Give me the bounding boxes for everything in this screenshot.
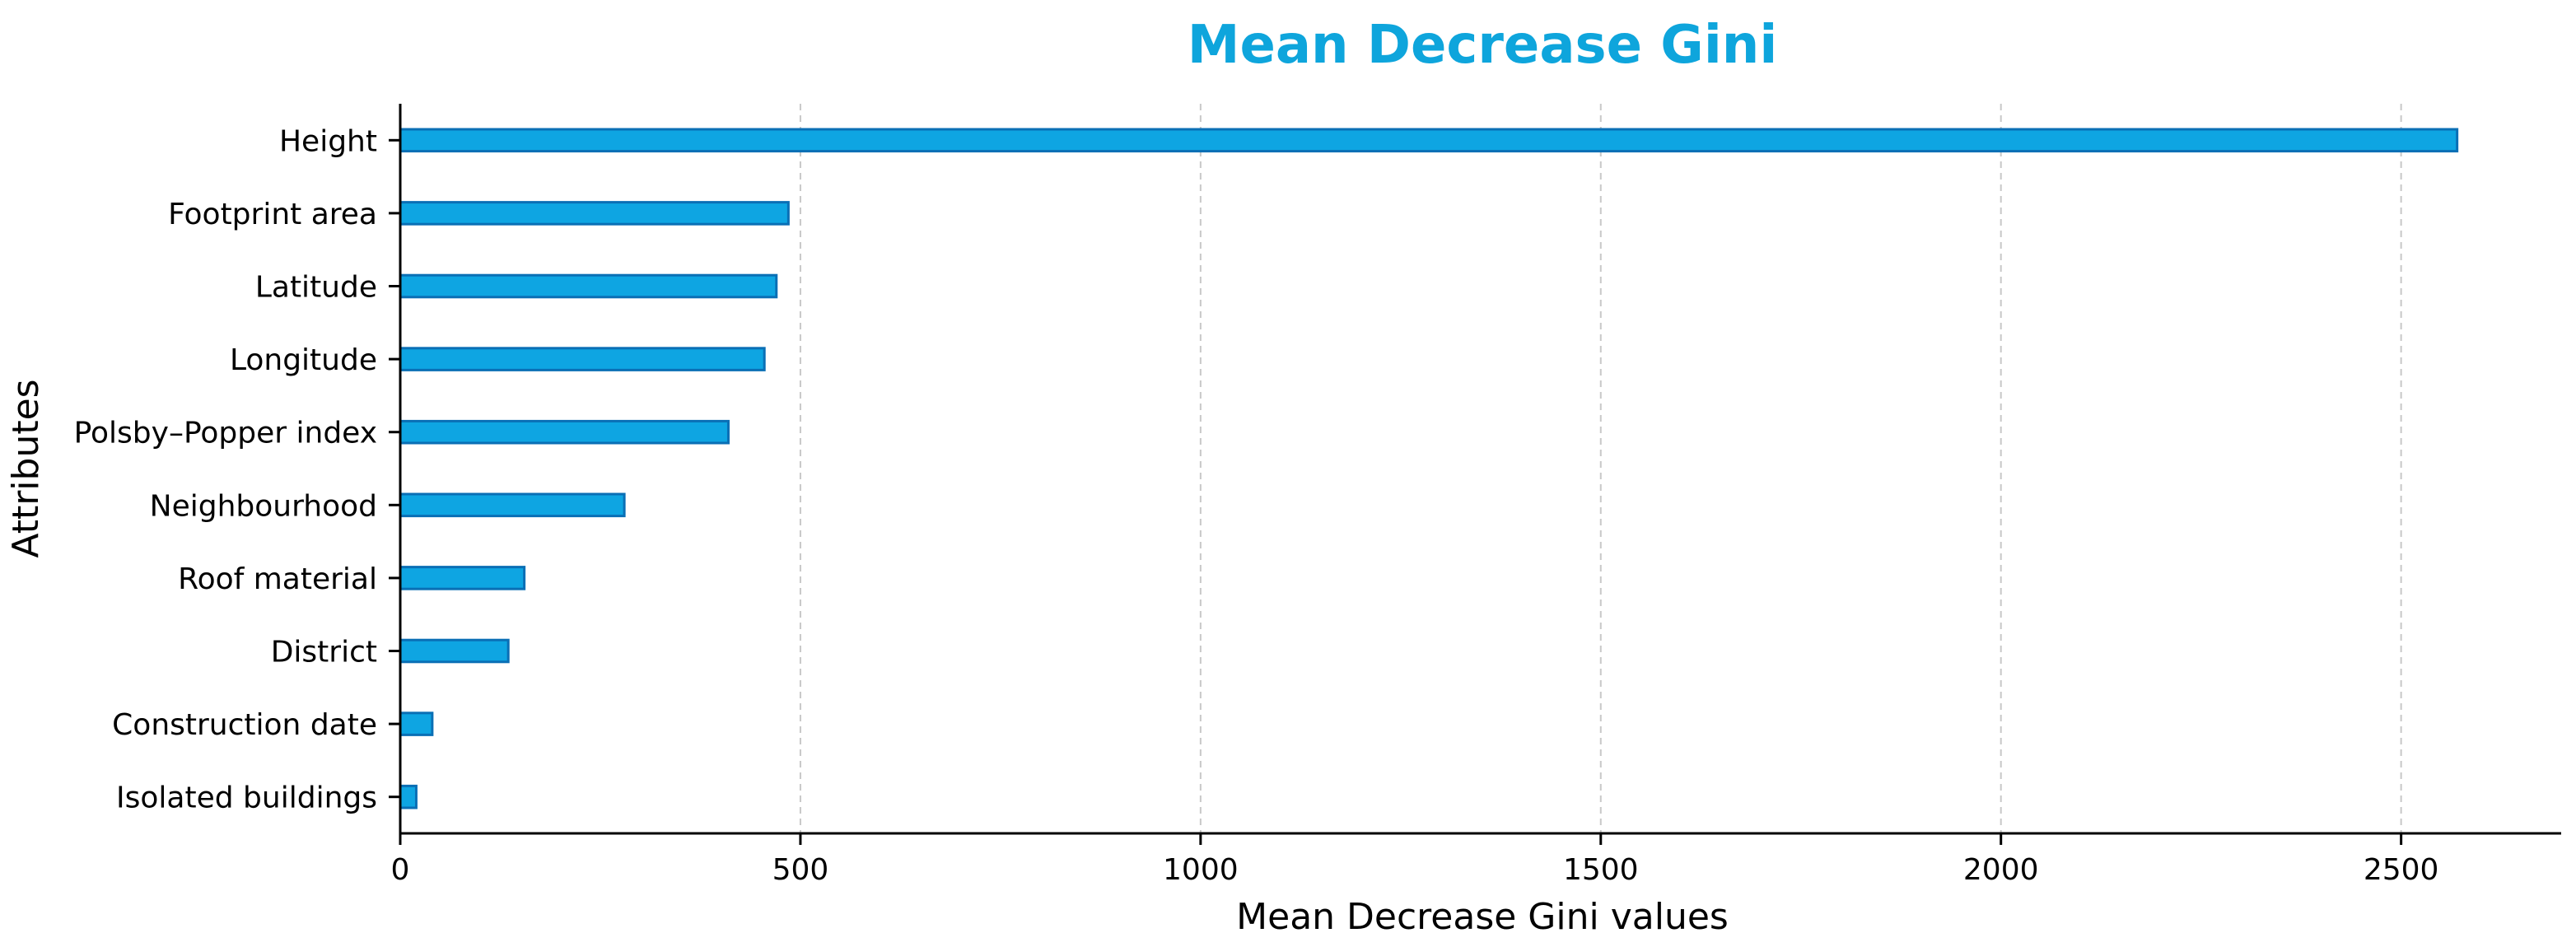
bar <box>399 347 766 371</box>
x-tick-label: 2500 <box>2364 853 2439 887</box>
bars <box>399 128 2459 809</box>
y-tick-labels: Height Footprint area Latitude Longitude Pol… <box>74 124 400 815</box>
y-tick-label: Latitude <box>255 271 377 305</box>
x-tick-label: 500 <box>772 853 829 887</box>
y-axis-label: Attributes <box>5 379 47 557</box>
grid-lines <box>799 104 2402 833</box>
x-tick-labels: 0 500 1000 1500 2000 2500 <box>391 833 2439 887</box>
x-tick-label: 2000 <box>1963 853 2039 887</box>
y-tick-label: District <box>271 636 377 669</box>
x-axis-label: Mean Decrease Gini values <box>1236 896 1729 938</box>
bar <box>399 638 510 664</box>
bar <box>399 419 730 445</box>
bar <box>399 273 778 299</box>
y-tick-label: Polsby–Popper index <box>74 417 377 450</box>
x-tick-label: 1000 <box>1163 853 1239 887</box>
chart-title: Mean Decrease Gini <box>1188 15 1778 76</box>
bar <box>399 566 526 590</box>
bar <box>399 492 626 518</box>
axes <box>399 104 2561 835</box>
y-tick-label: Longitude <box>230 343 377 377</box>
bar <box>399 128 2459 153</box>
y-tick-label: Height <box>279 124 377 158</box>
x-tick-label: 0 <box>391 853 410 887</box>
bar <box>399 201 790 226</box>
bar <box>399 711 434 736</box>
y-tick-label: Isolated buildings <box>116 781 377 815</box>
x-tick-label: 1500 <box>1563 853 1639 887</box>
y-tick-label: Neighbourhood <box>150 489 377 523</box>
bar <box>399 784 418 809</box>
y-tick-label: Construction date <box>112 708 377 742</box>
y-tick-label: Roof material <box>178 562 377 596</box>
y-tick-label: Footprint area <box>168 198 377 231</box>
